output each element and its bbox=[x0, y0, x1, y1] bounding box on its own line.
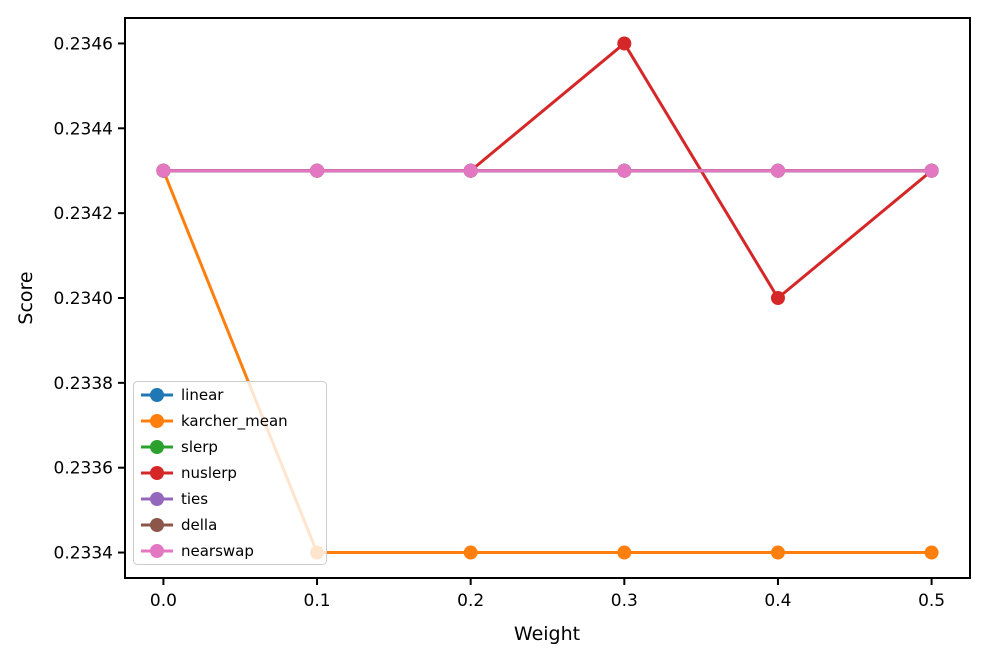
x-tick-label: 0.1 bbox=[304, 591, 331, 611]
y-tick-label: 0.2344 bbox=[54, 119, 113, 139]
legend-marker-ties bbox=[150, 492, 164, 506]
legend-marker-nuslerp bbox=[150, 466, 164, 480]
y-tick-label: 0.2338 bbox=[54, 374, 113, 394]
series-marker-nearswap bbox=[310, 163, 325, 178]
legend-marker-della bbox=[150, 518, 164, 532]
legend-label-linear: linear bbox=[181, 386, 224, 404]
x-tick-label: 0.4 bbox=[764, 591, 791, 611]
y-tick-label: 0.2336 bbox=[54, 459, 113, 479]
y-tick-label: 0.2346 bbox=[54, 34, 113, 54]
series-marker-nearswap bbox=[924, 163, 939, 178]
x-axis-label: Weight bbox=[514, 623, 580, 645]
plot-area: 0.0 0.1 0.2 0.3 0.4 0.5 0.2334 0.2336 0.2338 0.23… bbox=[54, 17, 971, 611]
x-tick-label: 0.2 bbox=[457, 591, 484, 611]
y-tick-label: 0.2334 bbox=[54, 544, 113, 564]
legend-marker-slerp bbox=[150, 440, 164, 454]
series-marker-nearswap bbox=[463, 163, 478, 178]
series-marker-nuslerp bbox=[617, 36, 632, 51]
legend-marker-linear bbox=[150, 388, 164, 402]
series-marker-karcher_mean bbox=[770, 545, 785, 560]
series-marker-karcher_mean bbox=[924, 545, 939, 560]
series-marker-karcher_mean bbox=[463, 545, 478, 560]
legend-marker-nearswap bbox=[150, 544, 164, 558]
series-marker-nearswap bbox=[770, 163, 785, 178]
x-tick-label: 0.3 bbox=[611, 591, 638, 611]
series-marker-nearswap bbox=[617, 163, 632, 178]
x-tick-label: 0.5 bbox=[918, 591, 945, 611]
y-axis-label: Score bbox=[15, 271, 37, 324]
legend-label-slerp: slerp bbox=[181, 438, 218, 456]
legend-marker-karcher_mean bbox=[150, 414, 164, 428]
legend-label-nuslerp: nuslerp bbox=[181, 464, 237, 482]
legend-label-karcher_mean: karcher_mean bbox=[181, 412, 288, 431]
legend-label-ties: ties bbox=[181, 490, 208, 508]
y-tick-label: 0.2340 bbox=[54, 289, 113, 309]
x-tick-label: 0.0 bbox=[150, 591, 177, 611]
legend-box bbox=[133, 381, 327, 565]
series-marker-nuslerp bbox=[770, 291, 785, 305]
legend-label-della: della bbox=[181, 516, 217, 534]
y-tick-label: 0.2342 bbox=[54, 204, 113, 224]
series-marker-karcher_mean bbox=[617, 545, 632, 560]
legend-label-nearswap: nearswap bbox=[181, 542, 254, 560]
series-marker-nearswap bbox=[156, 163, 171, 178]
